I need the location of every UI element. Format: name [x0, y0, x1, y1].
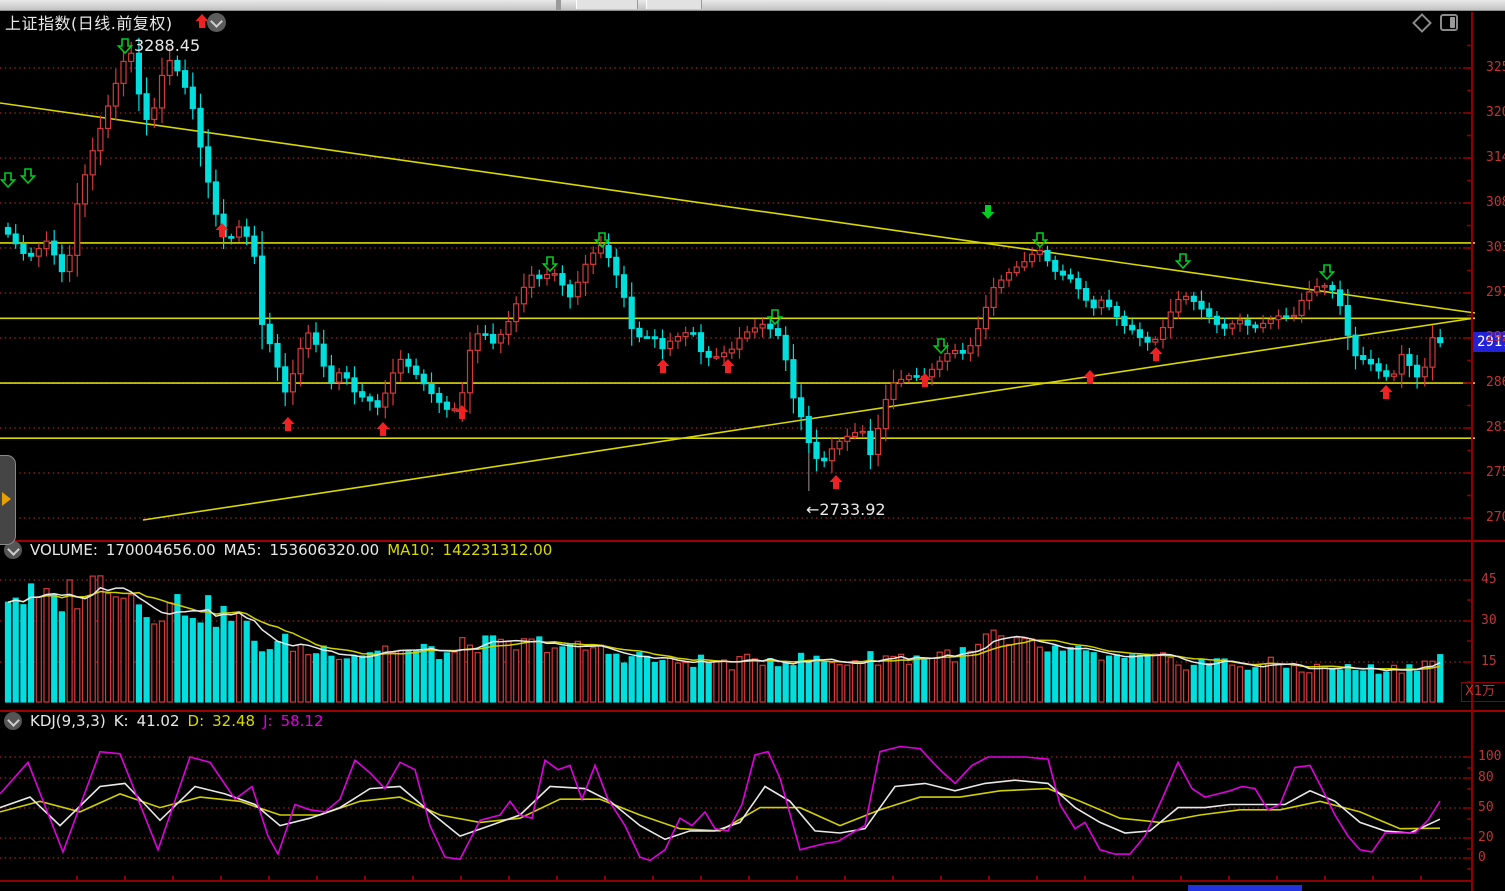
- price-axis-label: 3200: [1486, 105, 1505, 120]
- split-window-icon[interactable]: [1440, 14, 1458, 31]
- ma10-label: MA10:: [387, 541, 435, 559]
- price-axis-label: 2812: [1486, 420, 1505, 435]
- volume-axis-label: 15: [1481, 654, 1497, 669]
- kdj-axis-label: 20: [1478, 830, 1494, 845]
- volume-value: 170004656.00: [105, 541, 216, 559]
- kdj-collapse-icon[interactable]: [4, 712, 22, 730]
- high-price-annotation: 3288.45: [134, 36, 201, 55]
- kdj-k-value: 41.02: [136, 712, 180, 730]
- kdj-axis-label: 80: [1478, 770, 1494, 785]
- kdj-k-label: K:: [113, 712, 129, 730]
- volume-axis-label: 30: [1481, 613, 1497, 628]
- price-axis-label: 2978: [1486, 285, 1505, 300]
- price-axis-label: 3145: [1486, 150, 1505, 165]
- price-axis-label: 3034: [1486, 240, 1505, 255]
- volume-axis-label: 45: [1481, 572, 1497, 587]
- kdj-panel-header: KDJ(9,3,3) K: 41.02 D: 32.48 J: 58.12: [4, 712, 324, 730]
- kdj-axis-label: 50: [1478, 800, 1494, 815]
- price-axis-label: 2923: [1486, 330, 1505, 345]
- expand-arrow-icon: [2, 492, 11, 506]
- kdj-d-label: D:: [187, 712, 205, 730]
- volume-label: VOLUME:: [30, 541, 98, 559]
- price-axis-label: 2867: [1486, 375, 1505, 390]
- ma5-value: 153606320.00: [269, 541, 380, 559]
- low-price-annotation: ←2733.92: [806, 500, 886, 519]
- strip-tab: [576, 0, 638, 9]
- kdj-axis-label: 100: [1478, 749, 1502, 764]
- kdj-axis-label: 0: [1478, 850, 1486, 865]
- collapse-chevron-icon[interactable]: [206, 12, 226, 32]
- last-price-tag: 2917: [1473, 332, 1505, 352]
- ma5-label: MA5:: [223, 541, 262, 559]
- volume-panel-header: VOLUME: 170004656.00 MA5: 153606320.00 M…: [4, 541, 552, 559]
- chart-title-row: 上证指数(日线.前复权): [5, 11, 226, 33]
- ma10-value: 142231312.00: [442, 541, 553, 559]
- price-axis-label: 2756: [1486, 465, 1505, 480]
- window-top-strip: [0, 0, 1505, 11]
- price-axis-label: 2701: [1486, 510, 1505, 525]
- kdj-d-value: 32.48: [212, 712, 256, 730]
- sidebar-pullout-handle[interactable]: [0, 455, 16, 545]
- price-axis-label: 3256: [1486, 60, 1505, 75]
- strip-tab: [646, 0, 702, 9]
- volume-collapse-icon[interactable]: [4, 541, 22, 559]
- kdj-j-value: 58.12: [280, 712, 324, 730]
- horizontal-scrollbar-thumb[interactable]: [1188, 885, 1302, 891]
- chart-title: 上证指数(日线.前复权): [5, 14, 173, 33]
- price-axis-label: 3089: [1486, 195, 1505, 210]
- kdj-label: KDJ(9,3,3): [30, 712, 106, 730]
- diamond-icon[interactable]: [1412, 12, 1432, 33]
- strip-divider: [556, 0, 561, 10]
- kdj-j-label: J:: [263, 712, 273, 730]
- volume-unit-label: X1万: [1461, 682, 1505, 702]
